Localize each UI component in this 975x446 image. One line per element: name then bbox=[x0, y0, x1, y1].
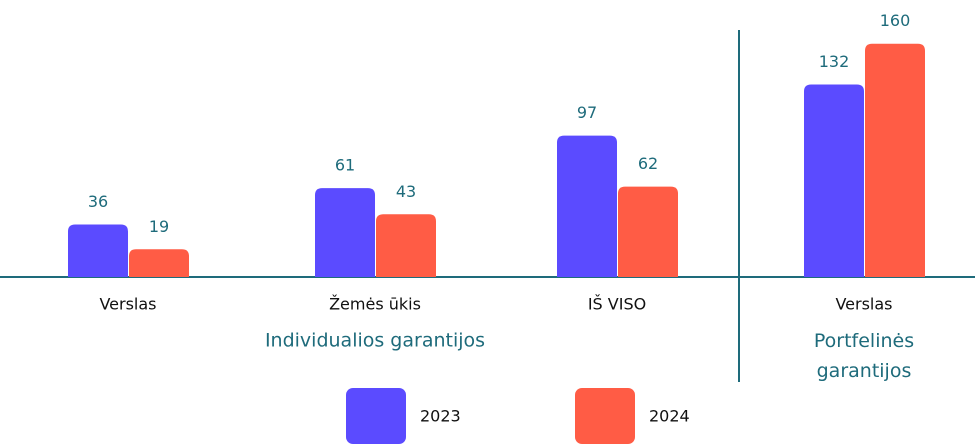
value-label: 97 bbox=[577, 103, 597, 122]
legend-swatch bbox=[346, 388, 406, 444]
value-label: 19 bbox=[149, 217, 169, 236]
bar bbox=[68, 224, 128, 277]
x-tick-label: Verslas bbox=[835, 295, 892, 314]
legend-label: 2023 bbox=[420, 407, 461, 426]
bar bbox=[865, 43, 925, 277]
value-label: 61 bbox=[335, 156, 355, 175]
group-label: Individualios garantijos bbox=[265, 330, 485, 352]
bar bbox=[315, 188, 375, 277]
value-label: 160 bbox=[880, 11, 911, 30]
value-label: 43 bbox=[396, 182, 416, 201]
value-label: 36 bbox=[88, 192, 108, 211]
legend-swatch bbox=[575, 388, 635, 444]
x-tick-label: Žemės ūkis bbox=[329, 295, 421, 314]
value-label: 132 bbox=[819, 52, 850, 71]
bar bbox=[618, 186, 678, 277]
x-tick-label: IŠ VISO bbox=[588, 295, 646, 314]
group-label: Portfelinės garantijos bbox=[813, 330, 915, 382]
legend-label: 2024 bbox=[649, 407, 690, 426]
bar bbox=[129, 249, 189, 277]
value-label: 62 bbox=[638, 154, 658, 173]
bar bbox=[804, 84, 864, 277]
bar bbox=[376, 214, 436, 277]
bar bbox=[557, 135, 617, 277]
x-tick-label: Verslas bbox=[99, 295, 156, 314]
